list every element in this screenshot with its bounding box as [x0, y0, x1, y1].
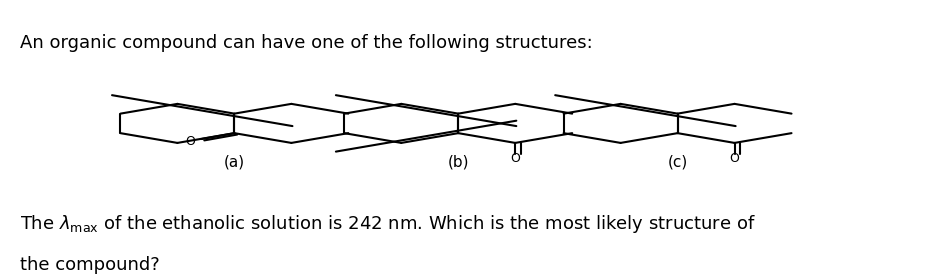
Text: (a): (a) — [223, 155, 245, 170]
Text: O: O — [730, 152, 740, 165]
Text: O: O — [510, 152, 520, 165]
Text: (c): (c) — [668, 155, 687, 170]
Text: O: O — [186, 135, 195, 148]
Text: (b): (b) — [448, 155, 469, 170]
Text: The $\lambda_{\mathrm{max}}$ of the ethanolic solution is 242 nm. Which is the m: The $\lambda_{\mathrm{max}}$ of the etha… — [20, 213, 755, 235]
Text: An organic compound can have one of the following structures:: An organic compound can have one of the … — [20, 34, 593, 52]
Text: the compound?: the compound? — [20, 256, 160, 274]
